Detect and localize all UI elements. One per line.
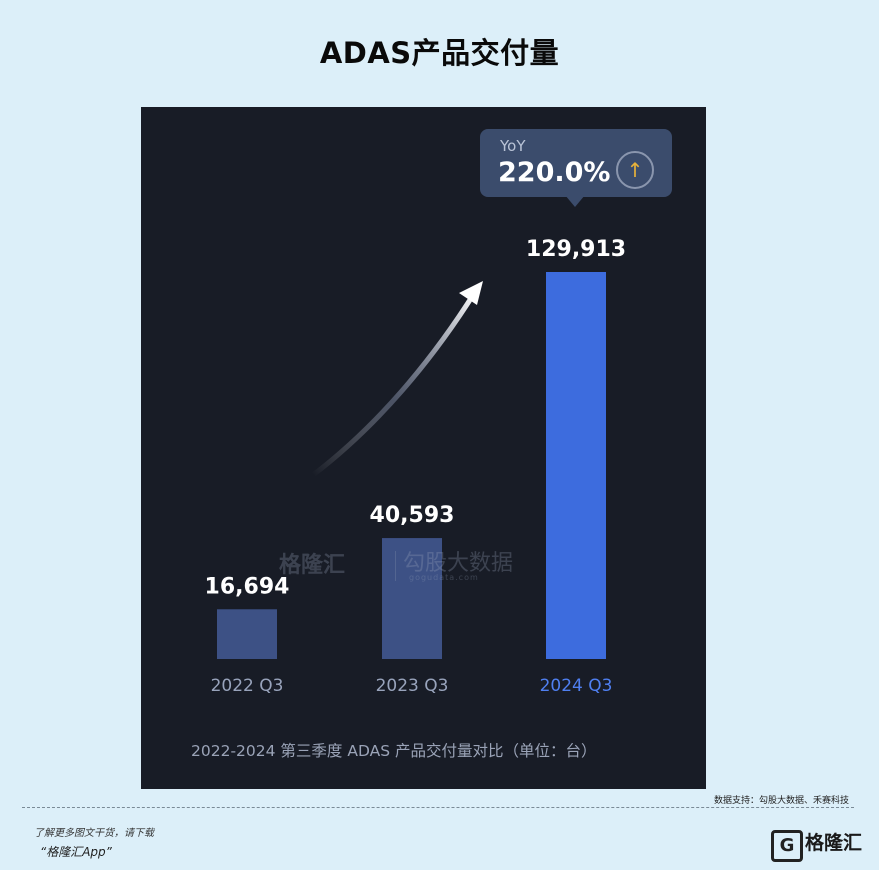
yoy-callout-pointer [565, 195, 585, 207]
promo-text: 了解更多图文干货，请下载 [34, 828, 154, 839]
category-label: 2023 Q3 [376, 676, 449, 696]
bar-2022-q3 [217, 609, 277, 659]
promo-app-name: “格隆汇App” [40, 845, 112, 859]
watermark-divider [395, 551, 396, 581]
bar-2024-q3 [546, 272, 606, 659]
up-arrow-icon: ↑ [616, 151, 654, 189]
watermark-url: gogudata.com [409, 573, 479, 582]
watermark: 格隆汇 勾股大数据 gogudata.com [279, 547, 519, 587]
chart-panel: 16,694 2022 Q3 40,593 2023 Q3 129,913 2024 Q3… [141, 107, 706, 789]
yoy-callout: YoY 220.0% ↑ [480, 129, 672, 197]
trend-arrow [310, 289, 478, 478]
divider [22, 807, 854, 808]
category-label: 2024 Q3 [540, 676, 613, 696]
yoy-value: 220.0% [498, 157, 611, 188]
bar-value-label: 129,913 [526, 237, 626, 262]
data-source: 数据支持：勾股大数据、禾赛科技 [713, 796, 849, 806]
brand-logo: G 格隆汇 [771, 826, 871, 866]
page-title: ADAS产品交付量 [319, 36, 560, 70]
brand-name: 格隆汇 [805, 832, 863, 854]
watermark-brand: 格隆汇 [279, 553, 346, 578]
bar-2023-q3 [382, 538, 442, 659]
bar-value-label: 16,694 [205, 574, 290, 599]
chart-caption: 2022-2024 第三季度 ADAS 产品交付量对比（单位：台） [191, 742, 596, 760]
bar-chart: 16,694 2022 Q3 40,593 2023 Q3 129,913 2024 Q3… [191, 237, 626, 760]
watermark-text: 勾股大数据 [403, 551, 514, 576]
trend-arrow-head [459, 281, 483, 305]
brand-mark-icon: G [771, 830, 803, 862]
yoy-label: YoY [500, 137, 526, 155]
category-label: 2022 Q3 [211, 676, 284, 696]
bar-value-label: 40,593 [370, 503, 455, 528]
